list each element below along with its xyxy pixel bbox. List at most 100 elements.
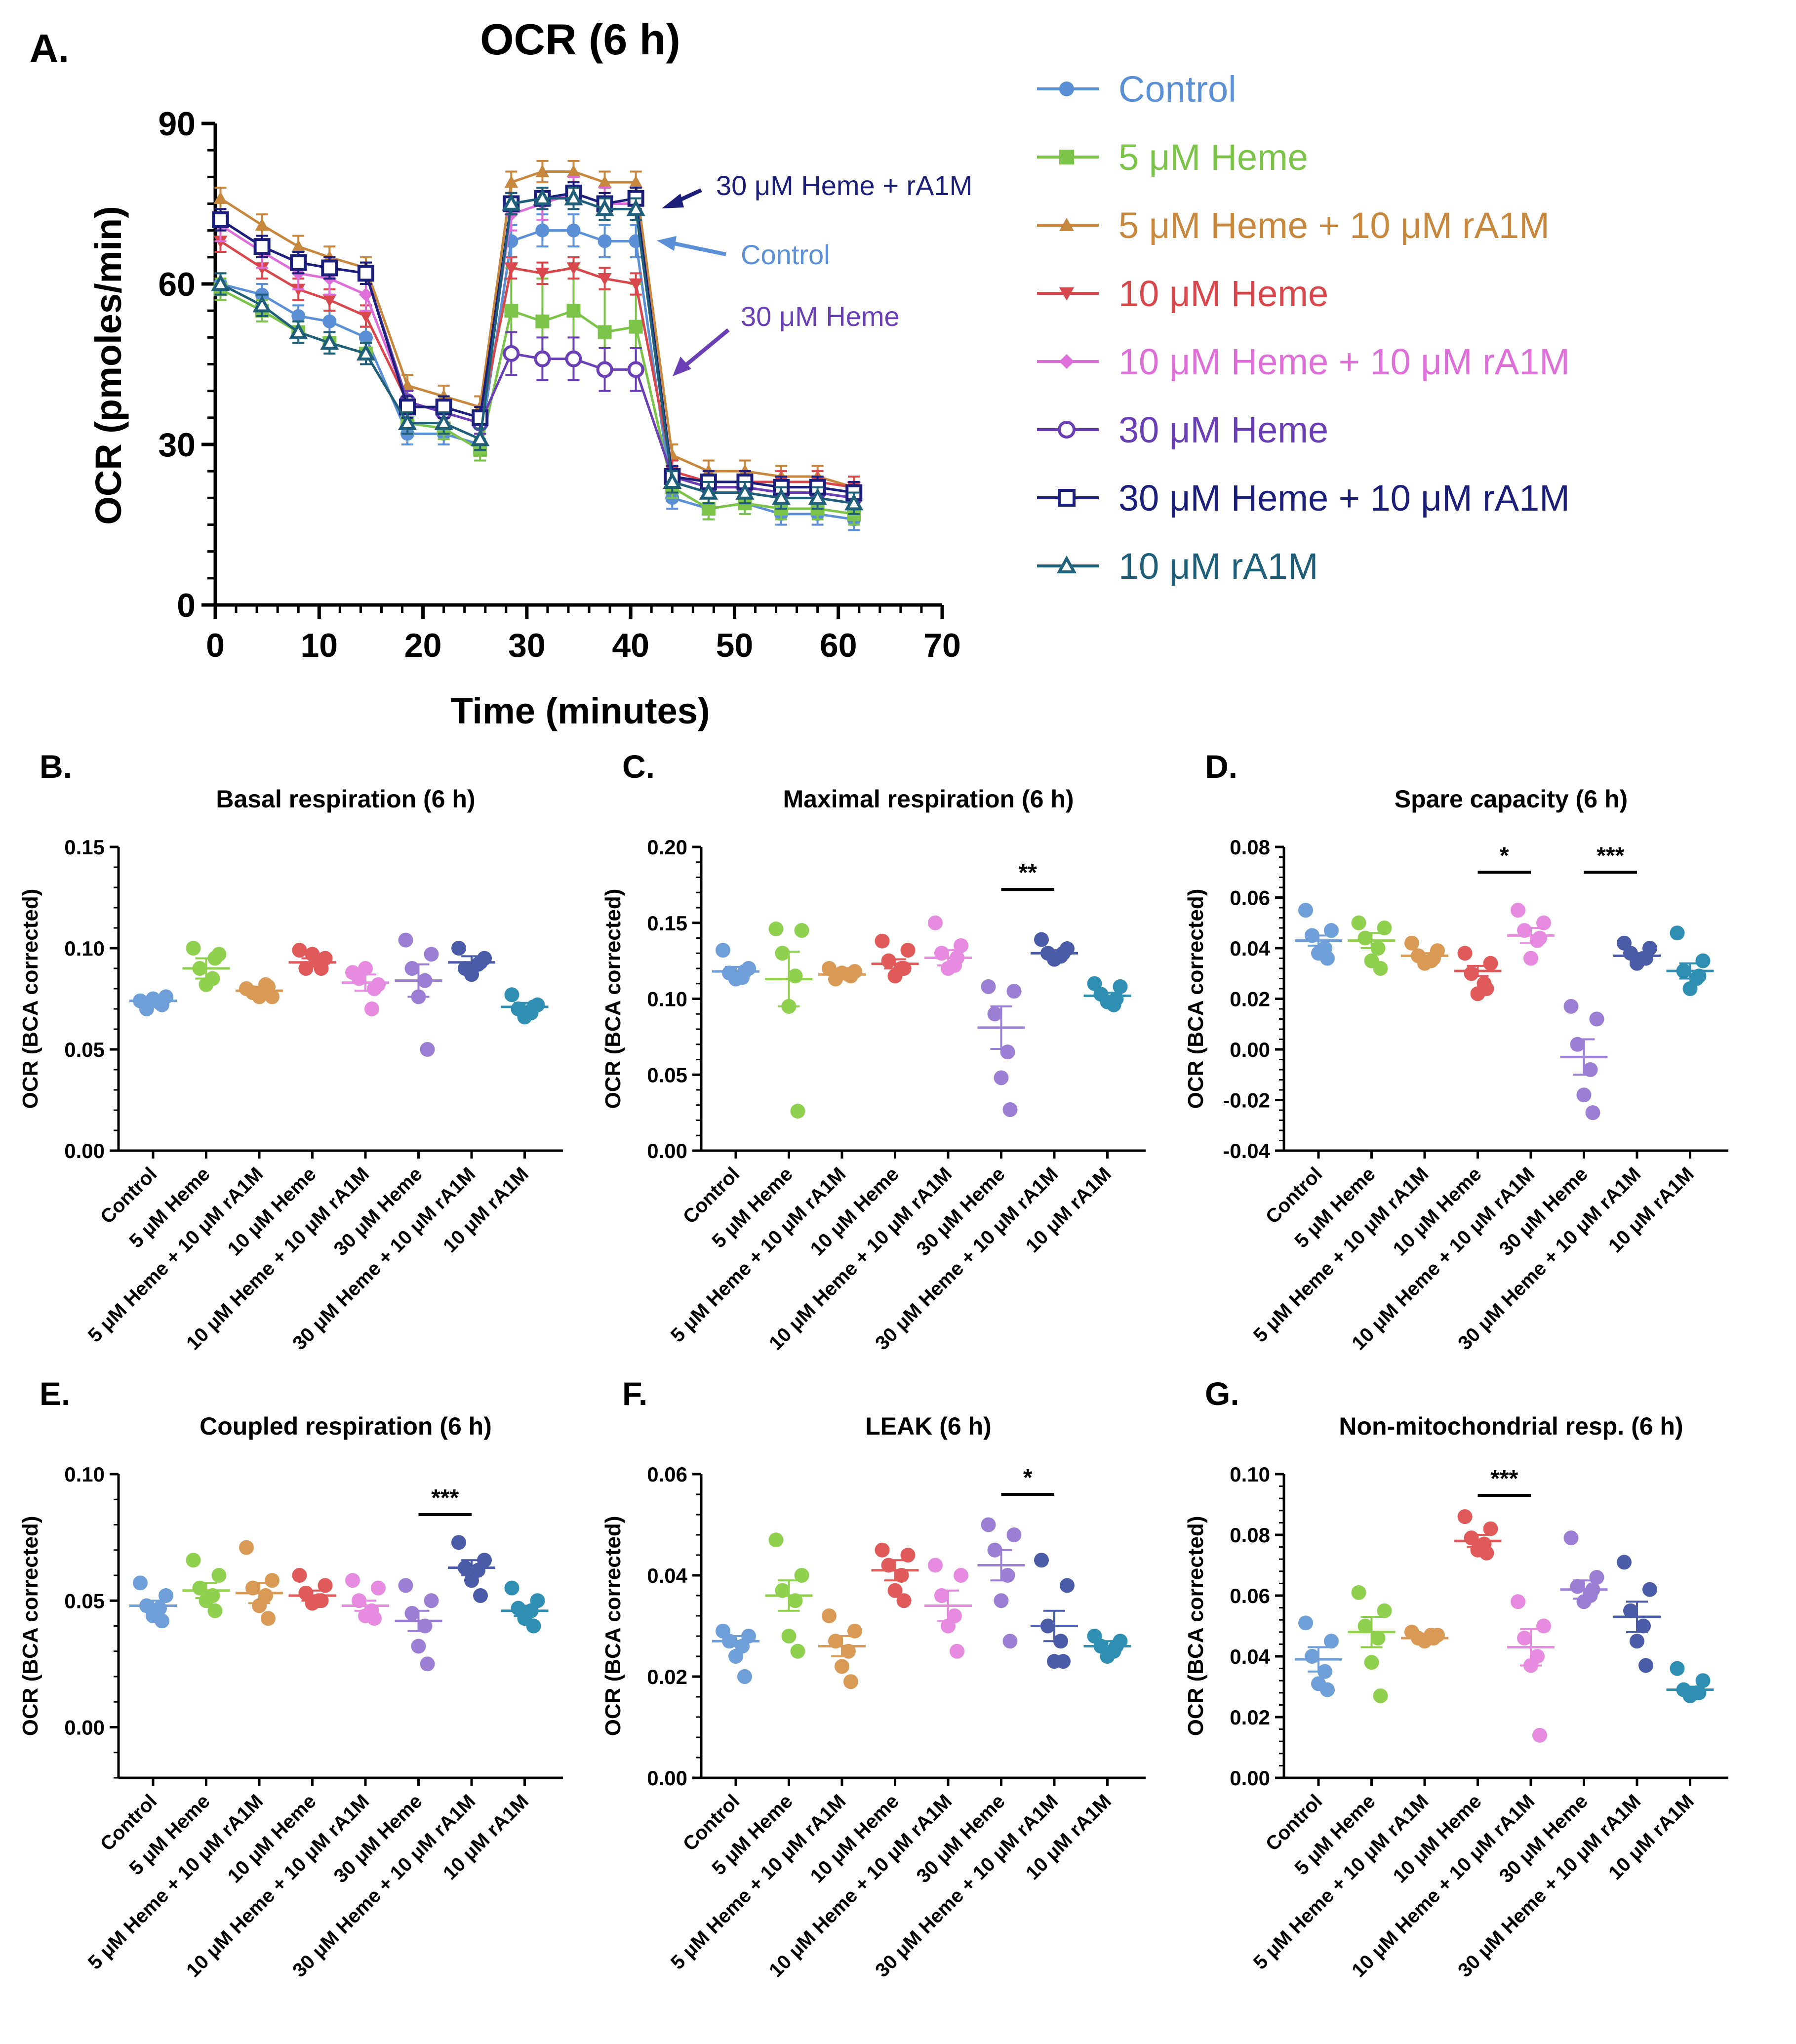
data-point [155, 1613, 169, 1629]
data-point [735, 482, 755, 500]
data-point [790, 1643, 805, 1659]
significance-label: ** [1019, 860, 1038, 886]
y-tick-label: 30 [158, 426, 196, 464]
legend-label: 10 μM Heme [1118, 273, 1328, 314]
annotation-arrow [674, 241, 726, 256]
data-point [775, 1583, 790, 1598]
data-point [1691, 968, 1707, 984]
data-point [595, 199, 614, 216]
data-point [881, 1558, 896, 1573]
data-point [663, 472, 682, 489]
y-tick-label: 0.00 [647, 1139, 687, 1162]
data-point [1002, 1634, 1018, 1649]
data-point [1695, 953, 1711, 968]
data-point [533, 188, 552, 205]
chart-title: Spare capacity (6 h) [1395, 785, 1628, 813]
data-point [566, 164, 581, 177]
data-point [1617, 1555, 1632, 1570]
data-point [598, 234, 612, 248]
data-point [424, 947, 439, 962]
data-point [211, 1568, 227, 1583]
data-point [504, 175, 519, 188]
data-point [887, 1583, 903, 1598]
data-point [794, 1568, 809, 1583]
data-point [517, 1009, 532, 1025]
y-tick-label: 0.08 [1230, 836, 1270, 859]
legend-marker [1059, 218, 1074, 231]
data-point [1623, 1603, 1638, 1618]
legend-marker [1059, 81, 1074, 96]
data-point [716, 943, 730, 958]
y-tick-label: 0.10 [1230, 1463, 1270, 1486]
legend-label: 30 μM Heme + 10 μM rA1M [1118, 478, 1570, 519]
panel-d: D. Spare capacity (6 h) OCR (BCA corrected… [1184, 748, 1728, 1354]
data-point [207, 1603, 223, 1618]
data-point [1511, 903, 1525, 918]
data-point [1034, 1553, 1049, 1568]
data-point [1298, 1615, 1313, 1631]
data-point [822, 1608, 837, 1623]
data-point [252, 1598, 267, 1613]
data-point [598, 273, 612, 286]
data-point [728, 1649, 743, 1664]
data-point [1630, 1634, 1644, 1649]
legend-marker [1059, 150, 1074, 164]
data-point [1305, 1649, 1319, 1664]
panel-a: A. OCR (6 h) 0 30 60 90 0 10 20 30 40 50 60 70 Time (m… [30, 15, 1570, 731]
data-point [398, 1578, 413, 1593]
panel-c: C. Maximal respiration (6 h) OCR (BCA corr… [601, 748, 1146, 1354]
data-point [359, 287, 373, 302]
y-tick-label: 0.00 [64, 1716, 105, 1739]
data-point [843, 1674, 858, 1689]
data-point [1370, 1631, 1386, 1646]
data-point [981, 1517, 996, 1532]
data-point [451, 1535, 466, 1550]
panel-g: G. Non-mitochondrial resp. (6 h) OCR (BCA … [1184, 1375, 1728, 1981]
data-point [1517, 1631, 1532, 1646]
y-tick-label: 0.04 [1230, 937, 1270, 960]
data-point [1000, 1568, 1015, 1583]
data-point [1583, 1062, 1598, 1077]
data-point [356, 343, 376, 361]
data-point [565, 350, 582, 367]
data-point [950, 1643, 964, 1659]
legend-label: 30 μM Heme [1118, 409, 1328, 450]
chart-title: LEAK (6 h) [865, 1412, 992, 1440]
data-point [994, 1593, 1009, 1608]
data-point [404, 1605, 420, 1621]
legend-label: Control [1118, 69, 1237, 110]
y-tick-label: 0.05 [64, 1589, 105, 1612]
data-point [1642, 1582, 1657, 1597]
data-point [502, 194, 521, 211]
series-line [220, 229, 854, 521]
data-point [981, 979, 996, 994]
data-point [359, 330, 373, 345]
data-point [1320, 951, 1335, 966]
data-point [292, 1568, 307, 1583]
data-point [596, 361, 613, 378]
significance-label: * [1500, 842, 1509, 869]
data-point [828, 1634, 843, 1649]
data-point [1511, 1594, 1525, 1609]
data-point [292, 943, 307, 958]
data-point [322, 314, 337, 328]
data-point [768, 1532, 784, 1548]
y-tick-label: 0.02 [1230, 1706, 1270, 1729]
data-point [1457, 946, 1473, 961]
data-point [252, 295, 272, 313]
data-point [398, 413, 417, 430]
data-point [699, 482, 718, 500]
data-point [1404, 935, 1419, 951]
data-point [1589, 1011, 1604, 1027]
data-point [881, 953, 896, 968]
data-point [133, 1575, 148, 1591]
data-point [1479, 981, 1494, 996]
y-tick-label: 0.06 [1230, 1584, 1270, 1607]
y-tick-label: 0.08 [1230, 1523, 1270, 1547]
y-axis-label: OCR (BCA corrected) [18, 1516, 42, 1736]
data-point [1532, 1727, 1547, 1743]
panel-label: C. [622, 748, 655, 785]
panel-label: D. [1205, 748, 1237, 785]
data-point [212, 211, 229, 228]
y-axis-label: OCR (BCA corrected) [18, 889, 42, 1109]
